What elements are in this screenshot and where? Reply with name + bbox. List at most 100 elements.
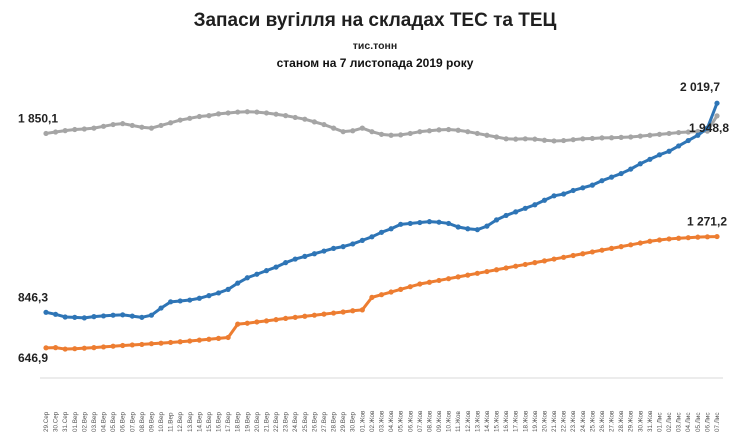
series-0-point	[302, 116, 308, 122]
series-1-point	[120, 312, 126, 318]
series-1-point	[647, 156, 653, 162]
series-1-point	[436, 219, 442, 225]
series-0-point	[455, 127, 461, 133]
x-tick-label: 02.Вер	[81, 412, 88, 432]
x-tick-label: 06.Вер	[120, 412, 127, 432]
series-2-point	[340, 309, 346, 315]
series-0-point	[608, 135, 615, 141]
series-0-point	[388, 132, 394, 138]
series-0-point	[273, 111, 279, 117]
series-2-point	[446, 276, 452, 282]
series-0-point	[292, 114, 298, 121]
x-tick-label: 18.Вер	[235, 412, 242, 432]
x-tick-label: 13.Жов	[474, 410, 481, 432]
x-tick-label: 16.Жов	[503, 410, 510, 432]
series-1-point	[551, 193, 557, 199]
series-2-point	[254, 319, 260, 325]
series-0-point	[637, 133, 643, 139]
x-tick-label: 04.Жов	[388, 410, 395, 432]
series-2-point	[215, 335, 222, 341]
x-tick-label: 13.Вер	[187, 412, 194, 432]
series-1-point	[81, 315, 87, 321]
series-1-point	[215, 290, 222, 296]
x-tick-label: 14.Вер	[196, 412, 203, 432]
series-2-point	[321, 311, 327, 317]
series-2-point	[608, 245, 615, 251]
series-1-point	[503, 212, 509, 219]
series-1-point	[177, 298, 183, 304]
x-tick-label: 05.Вер	[110, 412, 117, 432]
series-1-point	[235, 280, 241, 286]
x-tick-label: 10.Вер	[158, 412, 165, 432]
series-0-point	[206, 113, 212, 119]
series-1-point	[359, 237, 365, 243]
series-0-point	[330, 125, 337, 131]
series-2-point	[378, 292, 385, 298]
series-0-point	[714, 113, 720, 119]
x-tick-label: 06.Лис	[704, 412, 711, 432]
x-tick-label: 11.Вер	[168, 412, 175, 432]
series-2-point	[244, 320, 250, 326]
series-1-point	[100, 313, 107, 319]
series-1-point	[273, 264, 279, 270]
series-1-point	[244, 275, 250, 281]
series-2-point	[187, 338, 193, 344]
series-0-point	[666, 130, 672, 137]
series-1-point	[52, 311, 59, 317]
series-0-point	[484, 132, 490, 138]
series-0-point	[407, 130, 413, 137]
series-1-point	[369, 234, 375, 240]
series-2-point	[359, 307, 365, 313]
series-0-point	[359, 125, 365, 131]
series-2-point	[235, 321, 241, 327]
x-tick-label: 08.Жов	[426, 410, 433, 432]
series-0-point	[321, 121, 327, 128]
series-2-point	[628, 242, 634, 248]
data-label: 2 019,7	[680, 80, 720, 94]
series-1-point	[676, 143, 682, 149]
series-0-point	[436, 127, 442, 133]
series-2-point	[513, 263, 519, 269]
series-0-point	[465, 129, 471, 135]
series-2-point	[551, 256, 557, 262]
series-2-point	[618, 244, 624, 250]
x-tick-label: 09.Вер	[148, 412, 155, 432]
series-0-point	[158, 122, 164, 129]
x-tick-label: 23.Жов	[570, 410, 577, 432]
series-2-point	[484, 268, 490, 275]
series-2-point	[52, 345, 59, 351]
series-1-point	[685, 137, 691, 144]
series-2-point	[685, 235, 691, 241]
series-2-point	[656, 237, 663, 243]
series-0-point	[580, 136, 586, 142]
series-0-point	[263, 110, 270, 116]
x-tick-label: 01.Лис	[656, 412, 663, 432]
data-label: 1 850,1	[18, 111, 58, 125]
series-2-point	[196, 337, 202, 343]
series-0-point	[254, 109, 260, 115]
series-2-point	[91, 345, 97, 351]
series-1-point	[474, 227, 480, 233]
series-0-point	[235, 109, 241, 115]
series-0-point	[378, 131, 385, 137]
series-1-point	[321, 248, 327, 254]
x-tick-label: 15.Жов	[494, 410, 501, 432]
series-2-point	[589, 249, 595, 255]
x-tick-label: 28.Жов	[618, 410, 625, 432]
series-1-point	[302, 253, 308, 259]
series-2-point	[407, 284, 413, 290]
series-1-point	[254, 271, 260, 277]
series-1-point	[714, 100, 720, 106]
series-2-point	[561, 254, 567, 260]
x-tick-label: 28.Вер	[331, 412, 338, 432]
series-0-point	[522, 136, 528, 142]
series-0-point	[43, 130, 49, 137]
series-0-point	[91, 125, 97, 131]
series-1-point	[139, 314, 145, 320]
series-1-point	[637, 161, 643, 167]
x-tick-label: 07.Лис	[714, 412, 721, 432]
series-2-point	[158, 340, 164, 346]
series-1-point	[398, 221, 404, 227]
series-0-point	[110, 121, 116, 128]
series-1-point	[340, 244, 346, 250]
